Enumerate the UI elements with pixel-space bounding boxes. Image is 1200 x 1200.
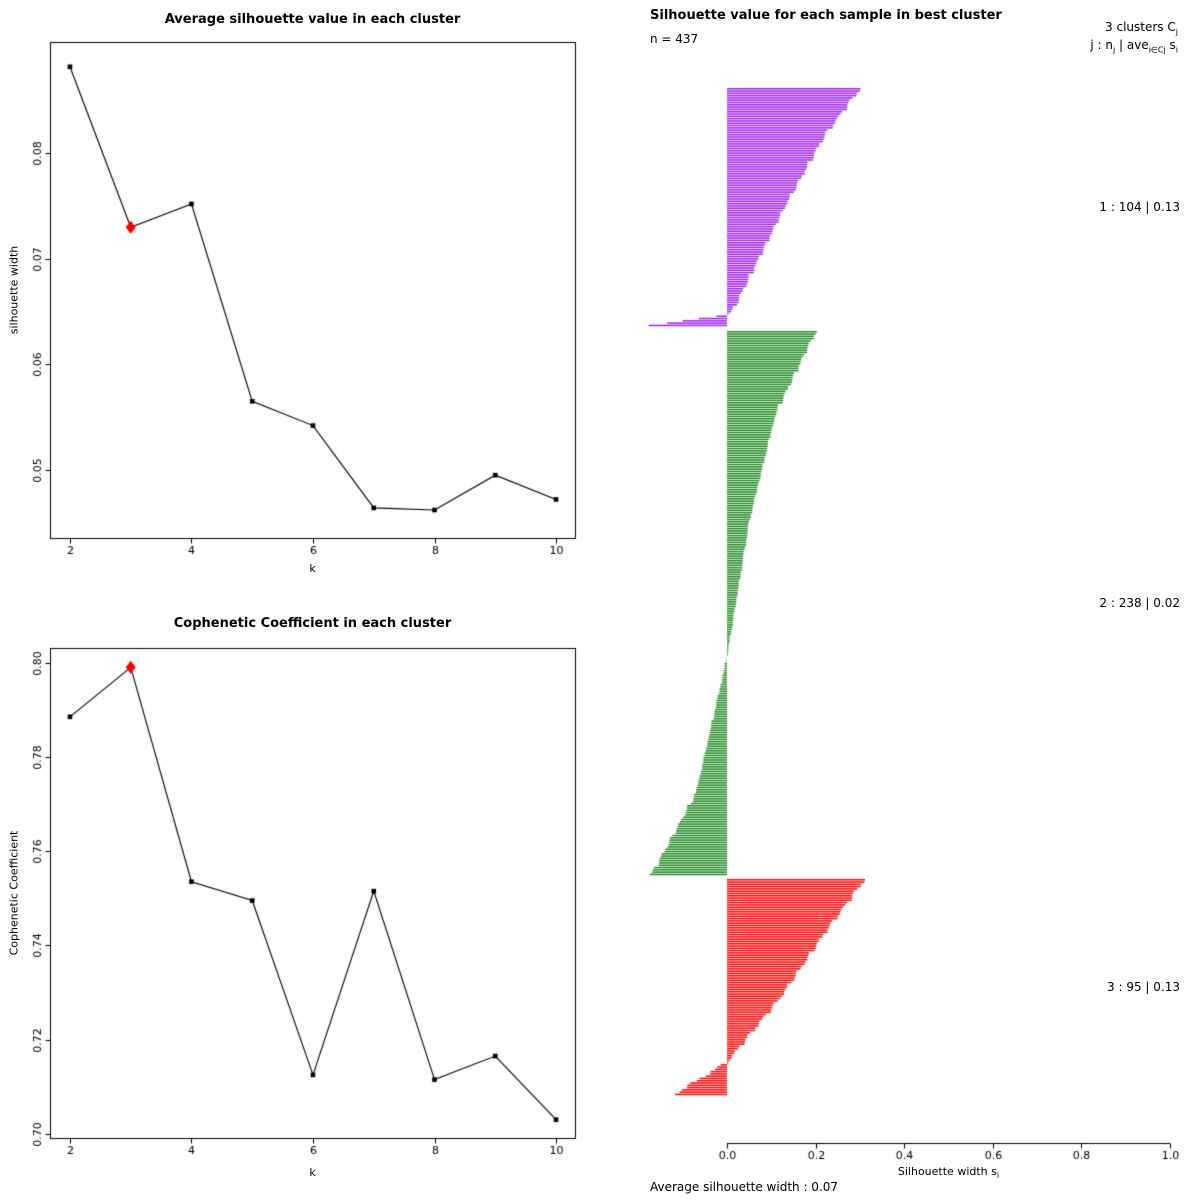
header-formula-part: j : n [1090, 38, 1113, 52]
cluster-2-summary-label: 2 : 238 | 0.02 [1099, 596, 1180, 610]
silhouette-clusters-header-line2: j : nj | avei∈Cj si [1090, 38, 1178, 54]
silhouette-x-axis-label: Silhouette width si [727, 1165, 1170, 1180]
plot1-y-axis-label: silhouette width [7, 245, 21, 335]
plot1-title: Average silhouette value in each cluster [164, 12, 461, 27]
silhouette-x-axis-label-subscript: i [996, 1171, 1000, 1181]
plot1-x-axis-label: k [309, 562, 316, 575]
header-formula-subscript: i [1175, 45, 1178, 55]
cluster-3-summary-label: 3 : 95 | 0.13 [1107, 980, 1180, 994]
cluster-1-summary-label: 1 : 104 | 0.13 [1099, 200, 1180, 214]
header-formula-part: s [1165, 38, 1176, 52]
silhouette-title: Silhouette value for each sample in best… [650, 8, 1002, 23]
silhouette-clusters-header-line1: 3 clusters Cj [1105, 20, 1178, 36]
silhouette-x-axis-label-text: Silhouette width s [897, 1165, 997, 1178]
silhouette-n-label: n = 437 [650, 32, 699, 46]
header-formula-subscript: j [1112, 45, 1116, 55]
plot2-title: Cophenetic Coefficient in each cluster [173, 616, 452, 631]
clusters-count-text: 3 clusters C [1105, 20, 1176, 34]
plot2-x-axis-label: k [309, 1166, 316, 1179]
clusters-count-subscript: j [1175, 27, 1178, 37]
plot2-y-axis-label: Cophenetic Coefficient [7, 830, 21, 956]
average-silhouette-width-label: Average silhouette width : 0.07 [650, 1180, 839, 1194]
header-formula-part: | ave [1115, 38, 1149, 52]
header-formula-subscript: i∈Cj [1148, 45, 1166, 55]
